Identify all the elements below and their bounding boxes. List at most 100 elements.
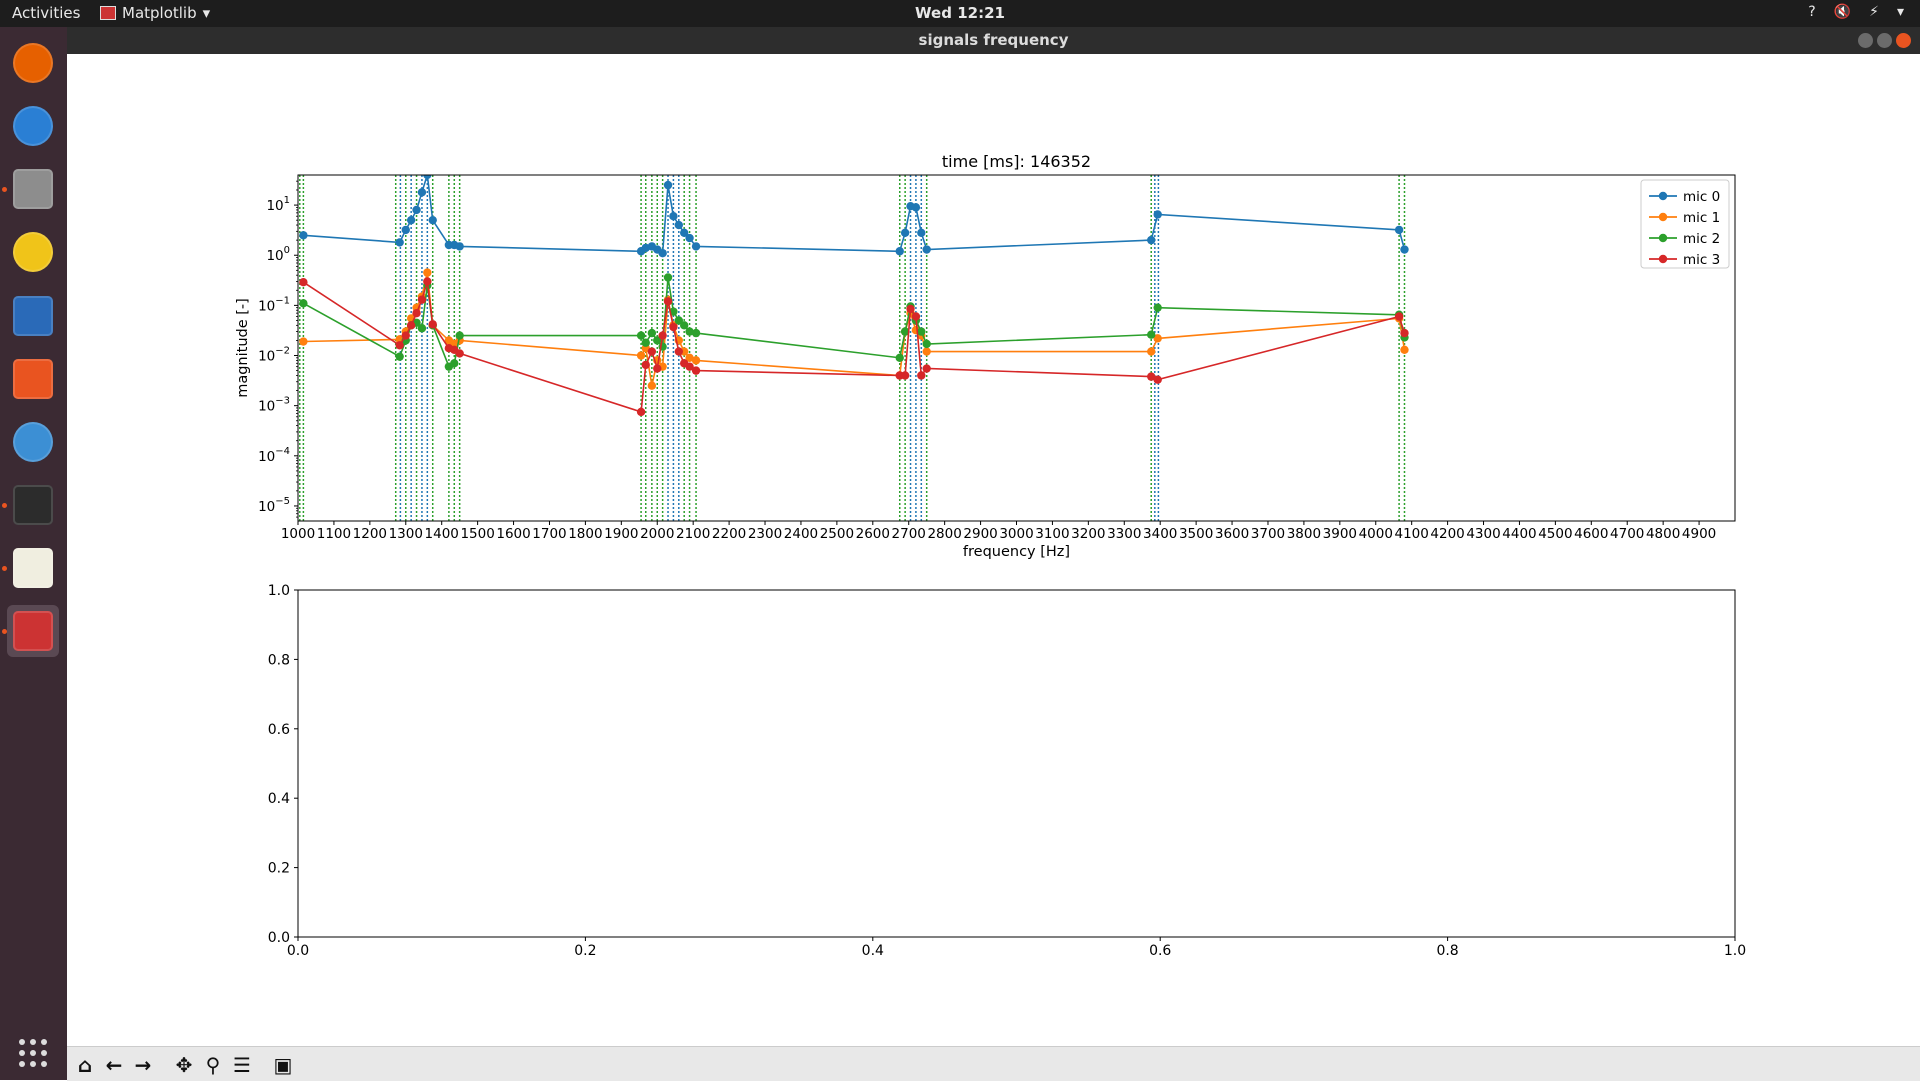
dock-rhythmbox[interactable] (7, 226, 59, 278)
data-point (423, 277, 432, 286)
data-point (450, 359, 459, 368)
back-icon: ← (105, 1053, 123, 1077)
figure: 1000 1100 1200 1300 1400 1500 1600 1700 1800 1900… (235, 152, 1746, 959)
battery-icon[interactable]: ⚡ (1869, 4, 1879, 20)
data-point (922, 245, 931, 254)
show-applications-button[interactable] (7, 1027, 59, 1079)
plot-title: time [ms]: 146352 (942, 152, 1091, 171)
zoom-button[interactable]: ⚲ (200, 1052, 226, 1078)
data-point (922, 339, 931, 349)
data-point (669, 322, 678, 332)
back-button[interactable]: ← (101, 1052, 127, 1078)
data-point (428, 320, 437, 329)
data-point (674, 347, 684, 356)
x-tick-label: 1400 (425, 526, 459, 542)
window-titlebar[interactable]: signals frequency (67, 27, 1920, 54)
clock[interactable]: Wed 12:21 (915, 4, 1005, 22)
home-button[interactable]: ⌂ (72, 1052, 98, 1078)
peak-markers (299, 175, 1406, 521)
data-point (647, 328, 657, 338)
running-indicator (2, 503, 7, 508)
y-tick-label: 10−5 (258, 496, 290, 515)
data-point (417, 188, 427, 197)
dock-text-editor[interactable] (7, 542, 59, 594)
dock-terminal[interactable] (7, 479, 59, 531)
minimize-button[interactable] (1858, 33, 1873, 48)
close-button[interactable] (1896, 33, 1911, 48)
data-point (647, 381, 657, 390)
legend-label: mic 0 (1683, 189, 1720, 205)
data-point (455, 331, 464, 340)
show-applications-icon (19, 1039, 47, 1067)
x-tick-label: 4700 (1610, 526, 1644, 542)
data-point (691, 328, 701, 338)
terminal-icon (13, 485, 53, 525)
y-tick-label: 0.0 (268, 930, 290, 946)
legend-marker (1658, 212, 1668, 222)
data-point (691, 366, 701, 375)
x-tick-label: 3300 (1107, 526, 1141, 542)
data-point (895, 247, 904, 256)
pan-button[interactable]: ✥ (171, 1052, 197, 1078)
dock-help[interactable] (7, 416, 59, 468)
data-point (1400, 328, 1409, 338)
app-menu-label: Matplotlib (122, 4, 197, 22)
dock-files[interactable] (7, 163, 59, 215)
data-point (412, 308, 421, 318)
top-bar: Activities Matplotlib ▾ Wed 12:21 ? 🔇 ⚡ … (0, 0, 1920, 27)
data-point (395, 352, 404, 361)
y-axis-label: magnitude [-] (235, 298, 251, 398)
save-icon: ▣ (273, 1053, 293, 1077)
y-tick-label: 10−3 (258, 396, 290, 415)
software-center-icon (13, 359, 53, 399)
x-tick-label: 4600 (1574, 526, 1608, 542)
x-tick-label: 0.6 (1149, 943, 1171, 959)
matplotlib-app-icon (13, 611, 53, 651)
data-point (299, 299, 308, 308)
data-point (895, 353, 904, 363)
x-tick-label: 4500 (1538, 526, 1572, 542)
app-menu-button[interactable]: Matplotlib ▾ (100, 4, 210, 22)
dock-thunderbird[interactable] (7, 100, 59, 152)
data-point (299, 231, 308, 240)
data-point (658, 248, 667, 258)
system-tray[interactable]: ? 🔇 ⚡ ▾ (1808, 4, 1904, 20)
dock-software-center[interactable] (7, 353, 59, 405)
x-tick-label: 4400 (1502, 526, 1536, 542)
data-point (906, 304, 915, 314)
data-point (1153, 375, 1162, 384)
help-tray-icon[interactable]: ? (1808, 4, 1816, 20)
x-tick-label: 1100 (317, 526, 351, 542)
navigation-toolbar: ⌂ ← → ✥ ⚲ ☰ ▣ (67, 1046, 1920, 1081)
x-tick-label: 0.4 (862, 943, 884, 959)
data-point (455, 242, 464, 251)
figure-canvas[interactable]: 1000 1100 1200 1300 1400 1500 1600 1700 1800 1900… (67, 54, 1920, 1046)
bottom-plot-frame (297, 589, 1736, 938)
save-button[interactable]: ▣ (270, 1052, 296, 1078)
data-point (641, 338, 650, 347)
data-point (685, 233, 694, 243)
data-point (900, 327, 910, 336)
forward-button[interactable]: → (130, 1052, 156, 1078)
x-tick-label: 0.0 (287, 943, 309, 959)
volume-muted-icon[interactable]: 🔇 (1833, 4, 1852, 20)
data-point (406, 215, 416, 225)
data-point (669, 212, 678, 221)
forward-icon: → (134, 1053, 152, 1077)
configure-button[interactable]: ☰ (229, 1052, 255, 1078)
y-tick-label: 10−1 (258, 295, 290, 314)
dock-firefox[interactable] (7, 37, 59, 89)
data-point (455, 349, 464, 358)
x-tick-label: 3200 (1071, 526, 1105, 542)
x-tick-label: 3900 (1323, 526, 1357, 542)
activities-button[interactable]: Activities (12, 4, 81, 22)
data-point (900, 371, 910, 380)
x-tick-label: 1500 (460, 526, 494, 542)
dock-libreoffice-writer[interactable] (7, 290, 59, 342)
dock-matplotlib-app[interactable] (7, 605, 59, 657)
chevron-down-icon: ▾ (202, 4, 211, 22)
maximize-button[interactable] (1877, 33, 1892, 48)
system-menu-chevron-icon[interactable]: ▾ (1896, 4, 1904, 20)
data-point (917, 228, 926, 238)
x-tick-label: 4800 (1646, 526, 1680, 542)
